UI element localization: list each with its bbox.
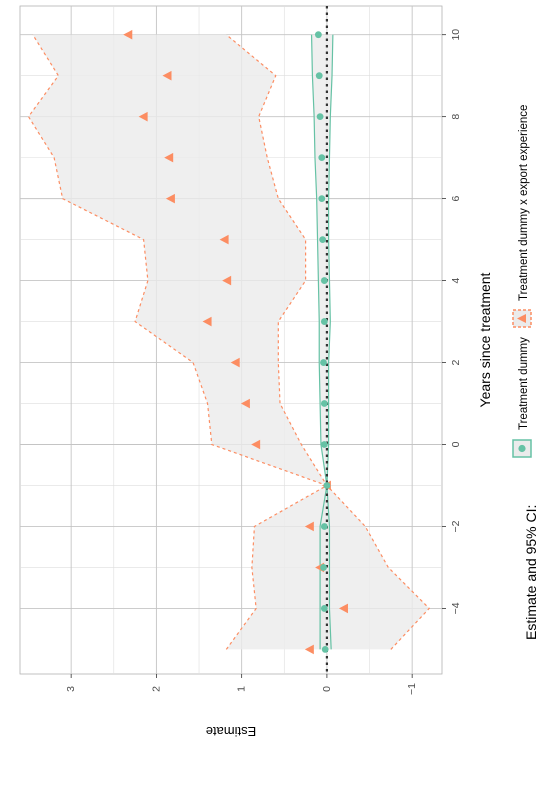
- point-treatment: [321, 318, 328, 325]
- y-tick-label: 0: [321, 686, 333, 692]
- x-tick-label: 6: [450, 196, 462, 202]
- legend-title: Estimate and 95% CI:: [523, 505, 539, 640]
- x-tick-label: 2: [450, 359, 462, 365]
- point-treatment: [318, 195, 325, 202]
- legend: Estimate and 95% CI: Treatment dummy Tre…: [513, 105, 539, 640]
- point-treatment: [318, 154, 325, 161]
- point-treatment: [322, 646, 329, 653]
- y-tick-label: 3: [65, 686, 77, 692]
- point-treatment: [315, 31, 322, 38]
- x-tick-label: 0: [450, 441, 462, 447]
- point-treatment: [316, 72, 323, 79]
- point-treatment: [321, 605, 328, 612]
- point-treatment: [321, 400, 328, 407]
- point-treatment: [321, 441, 328, 448]
- x-tick-label: 4: [450, 277, 462, 283]
- point-treatment: [321, 277, 328, 284]
- y-tick-label: −1: [406, 683, 418, 695]
- y-axis-ticks: −1 0 1 2 3: [65, 674, 418, 695]
- y-tick-label: 2: [150, 686, 162, 692]
- legend-key-treatment-point: [518, 445, 525, 452]
- y-tick-label: 1: [236, 686, 248, 692]
- point-treatment: [319, 236, 326, 243]
- x-tick-label: 8: [450, 114, 462, 120]
- point-treatment: [320, 359, 327, 366]
- legend-entry-interaction: Treatment dummy x export experience: [518, 105, 530, 301]
- point-treatment: [317, 113, 324, 120]
- y-axis-label: Estimate: [206, 724, 257, 739]
- point-treatment: [321, 523, 328, 530]
- x-axis-ticks: −4 −2 0 2 4 6 8 10: [442, 29, 462, 615]
- x-tick-label: −4: [450, 602, 462, 614]
- x-tick-label: −2: [450, 520, 462, 532]
- x-axis-label: Years since treatment: [477, 272, 493, 407]
- x-tick-label: 10: [450, 29, 462, 41]
- point-treatment: [320, 564, 327, 571]
- point-treatment: [324, 482, 331, 489]
- legend-entry-treatment: Treatment dummy: [518, 337, 530, 430]
